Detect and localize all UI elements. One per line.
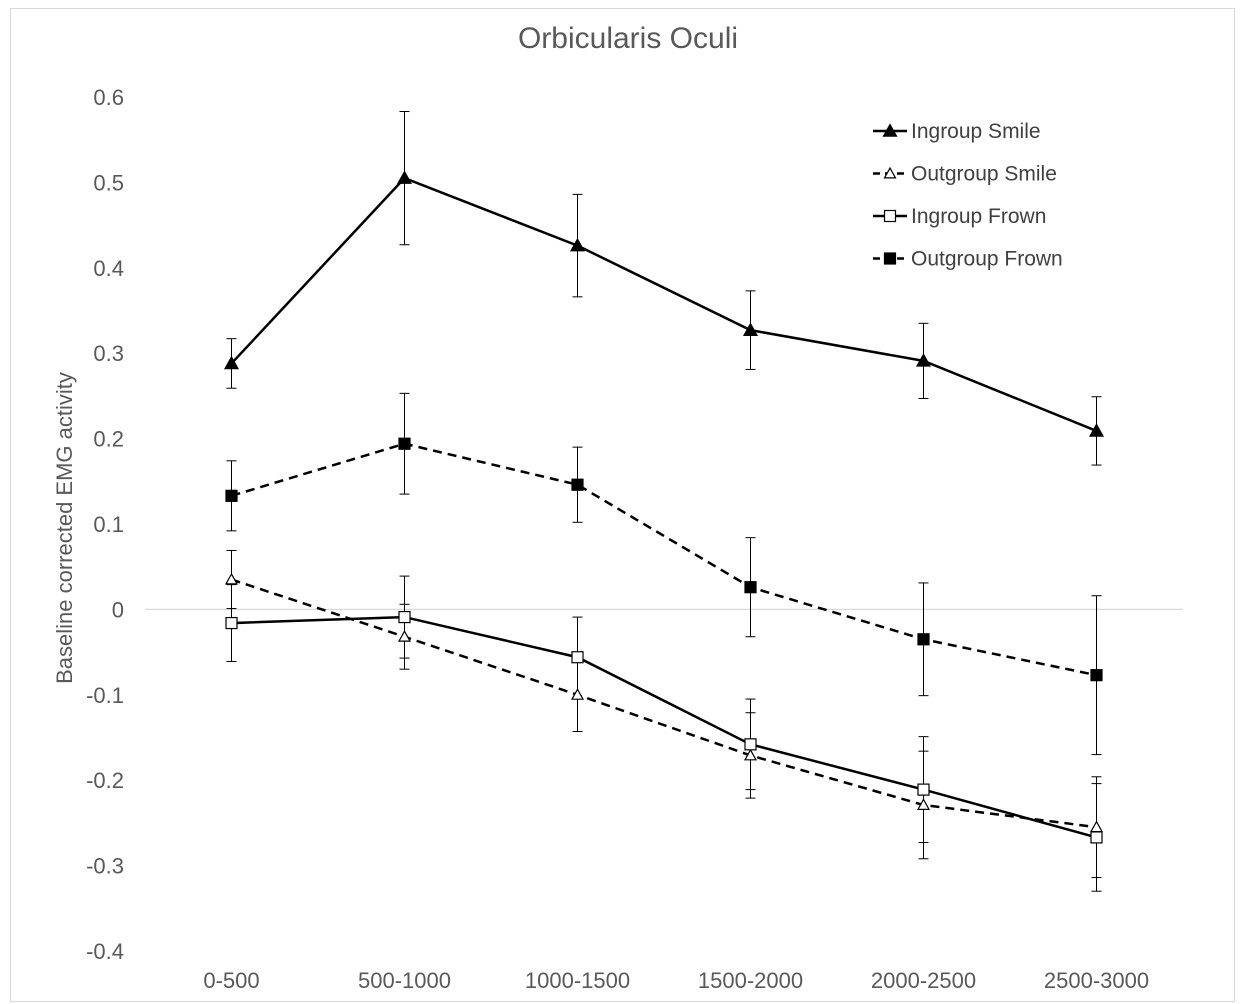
y-tick-label: -0.1 — [86, 683, 124, 708]
data-point-outgroup-frown — [398, 437, 411, 450]
legend: Ingroup Smile Outgroup Smile Ingroup Frown… — [873, 120, 1063, 271]
legend-marker-ingroup-frown — [883, 209, 897, 223]
chart-title: Orbicularis Oculi — [518, 22, 738, 55]
data-point-ingroup-smile — [742, 322, 759, 336]
data-point-ingroup-frown — [744, 738, 757, 751]
series-line-outgroup-frown — [231, 442, 1097, 677]
y-axis-label: Baseline corrected EMG activity — [52, 372, 77, 684]
y-axis-ticks: 0.6 0.5 0.4 0.3 0.2 0.1 0 -0.1 -0.2 -0.3 -0.4 — [86, 85, 124, 964]
data-point-outgroup-smile — [397, 629, 412, 642]
y-tick-label: 0.2 — [93, 427, 124, 452]
data-point-outgroup-smile — [570, 688, 585, 700]
chart-frame — [10, 8, 1235, 1002]
y-tick-label: 0.6 — [93, 85, 124, 110]
data-point-ingroup-frown — [225, 616, 238, 630]
legend-marker-outgroup-smile — [883, 166, 897, 179]
x-axis-ticks: 0-500 500-1000 1000-1500 1500-2000 2000-2500… — [203, 968, 1149, 993]
data-point-ingroup-smile — [915, 353, 932, 367]
data-point-outgroup-frown — [1090, 669, 1103, 682]
data-point-outgroup-smile — [1089, 820, 1104, 833]
data-point-outgroup-frown — [744, 581, 757, 594]
series-lines — [230, 176, 1097, 839]
y-tick-label: 0.4 — [93, 256, 124, 281]
data-point-outgroup-smile — [916, 798, 931, 810]
legend-label-outgroup-frown: Outgroup Frown — [911, 248, 1063, 271]
y-tick-label: 0.1 — [93, 512, 124, 537]
data-point-outgroup-frown — [571, 478, 584, 491]
legend-marker-outgroup-frown — [883, 252, 897, 265]
y-tick-label: -0.3 — [86, 854, 124, 879]
x-tick-label: 2000-2500 — [871, 968, 976, 993]
data-markers — [223, 170, 1105, 844]
series-line-ingroup-frown — [231, 615, 1097, 839]
data-point-ingroup-smile — [396, 170, 413, 184]
data-point-ingroup-smile — [1088, 423, 1105, 437]
data-point-ingroup-smile — [569, 237, 586, 252]
legend-marker-ingroup-smile — [882, 123, 898, 137]
x-tick-label: 1000-1500 — [525, 968, 630, 993]
data-point-ingroup-frown — [1090, 831, 1103, 844]
data-point-outgroup-frown — [225, 489, 238, 502]
data-point-outgroup-smile — [743, 748, 758, 761]
data-point-ingroup-frown — [398, 610, 411, 624]
data-point-outgroup-smile — [224, 572, 239, 585]
y-tick-label: 0 — [112, 597, 124, 622]
legend-label-ingroup-frown: Ingroup Frown — [911, 205, 1046, 228]
legend-label-outgroup-smile: Outgroup Smile — [911, 163, 1057, 186]
x-tick-label: 0-500 — [203, 968, 259, 993]
legend-label-ingroup-smile: Ingroup Smile — [911, 120, 1041, 143]
data-point-ingroup-smile — [223, 355, 240, 370]
data-point-ingroup-frown — [571, 651, 584, 664]
x-tick-label: 500-1000 — [358, 968, 451, 993]
x-tick-label: 2500-3000 — [1044, 968, 1149, 993]
y-tick-label: 0.5 — [93, 170, 124, 195]
x-tick-label: 1500-2000 — [698, 968, 803, 993]
series-line-ingroup-smile — [230, 176, 1097, 433]
data-point-outgroup-frown — [917, 633, 930, 646]
data-point-ingroup-frown — [917, 783, 930, 796]
y-tick-label: 0.3 — [93, 341, 124, 366]
y-tick-label: -0.4 — [86, 939, 124, 964]
series-line-outgroup-smile — [231, 578, 1097, 829]
y-tick-label: -0.2 — [86, 768, 124, 793]
